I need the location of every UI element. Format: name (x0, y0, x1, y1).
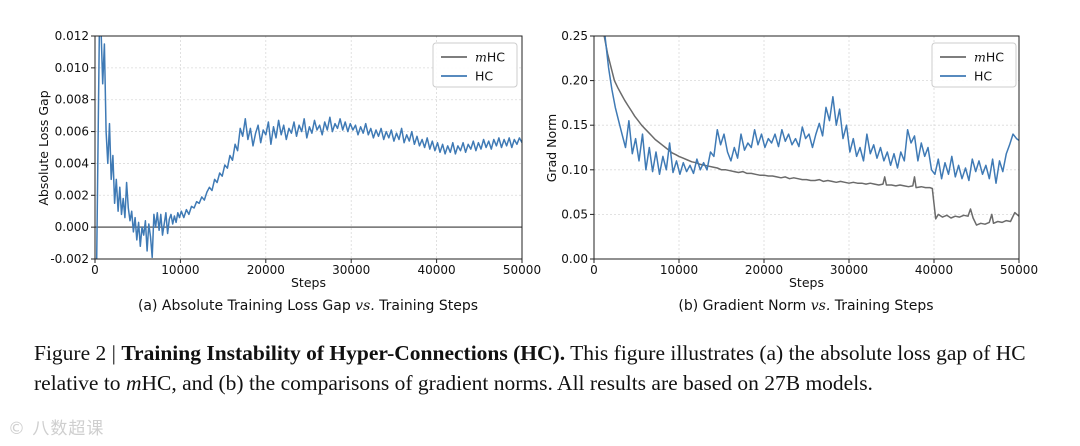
legend-label: mHC (475, 50, 505, 65)
y-tick-label: 0.20 (561, 74, 588, 88)
y-axis-label: Grad Norm (544, 114, 559, 183)
legend: mHC HC (432, 42, 518, 88)
x-tick-label: 30000 (332, 263, 370, 277)
y-tick-label: 0.10 (561, 163, 588, 177)
x-tick-label: 20000 (745, 263, 783, 277)
x-tick-label: 50000 (1000, 263, 1038, 277)
chart-a: 0 10000 20000 30000 40000 50000 -0.002 0.000 0.0… (36, 29, 541, 314)
subplot-caption: (b) Gradient Norm vs. Training Steps (678, 298, 933, 314)
figure-caption: Figure 2 | Training Instability of Hyper… (34, 338, 1054, 398)
watermark: © 八数超课 (8, 419, 105, 439)
legend-label: HC (974, 69, 992, 84)
legend: mHC HC (931, 42, 1017, 88)
plot-frame (94, 35, 523, 260)
x-tick-label: 10000 (161, 263, 199, 277)
figure-caption-text: This figure illustrates (a) the absolute… (34, 341, 1026, 395)
y-tick-label: 0.012 (55, 29, 89, 43)
plot-frame (593, 35, 1020, 260)
figure-caption-m: m (125, 371, 142, 395)
y-tick-label: 0.05 (561, 207, 588, 221)
figure-caption-text-2: HC, and (b) the comparisons of gradient … (141, 371, 873, 395)
x-tick-label: 40000 (915, 263, 953, 277)
x-axis-label: Steps (291, 275, 326, 290)
x-tick-label: 50000 (503, 263, 541, 277)
y-tick-label: 0.25 (561, 29, 588, 43)
x-tick-label: 0 (91, 263, 99, 277)
y-tick-label: 0.00 (561, 252, 588, 266)
y-tick-label: 0.002 (55, 188, 89, 202)
y-tick-label: -0.002 (50, 252, 89, 266)
figure-caption-title: Training Instability of Hyper-Connection… (121, 341, 566, 365)
x-tick-label: 30000 (830, 263, 868, 277)
y-tick-label: 0.006 (55, 125, 89, 139)
y-tick-label: 0.010 (55, 61, 89, 75)
x-tick-label: 10000 (660, 263, 698, 277)
legend-label: HC (475, 69, 493, 84)
y-tick-label: 0.004 (55, 156, 89, 170)
x-tick-label: 0 (590, 263, 598, 277)
series-line-hc (95, 36, 522, 259)
y-axis-label: Absolute Loss Gap (36, 90, 51, 205)
x-axis-label: Steps (789, 275, 824, 290)
x-tick-label: 20000 (247, 263, 285, 277)
subplot-caption: (a) Absolute Training Loss Gap vs. Train… (138, 298, 478, 314)
y-tick-label: 0.15 (561, 118, 588, 132)
chart-b: 0 10000 20000 30000 40000 50000 0.00 0.05 0.10 0.… (544, 29, 1038, 314)
series-line-hc (604, 36, 1019, 184)
x-tick-label: 40000 (418, 263, 456, 277)
legend-label: mHC (974, 50, 1004, 65)
series-line-mhc (603, 36, 1019, 226)
figure-caption-label: Figure 2 | (34, 341, 122, 365)
y-tick-label: 0.008 (55, 93, 89, 107)
y-tick-label: 0.000 (55, 220, 89, 234)
